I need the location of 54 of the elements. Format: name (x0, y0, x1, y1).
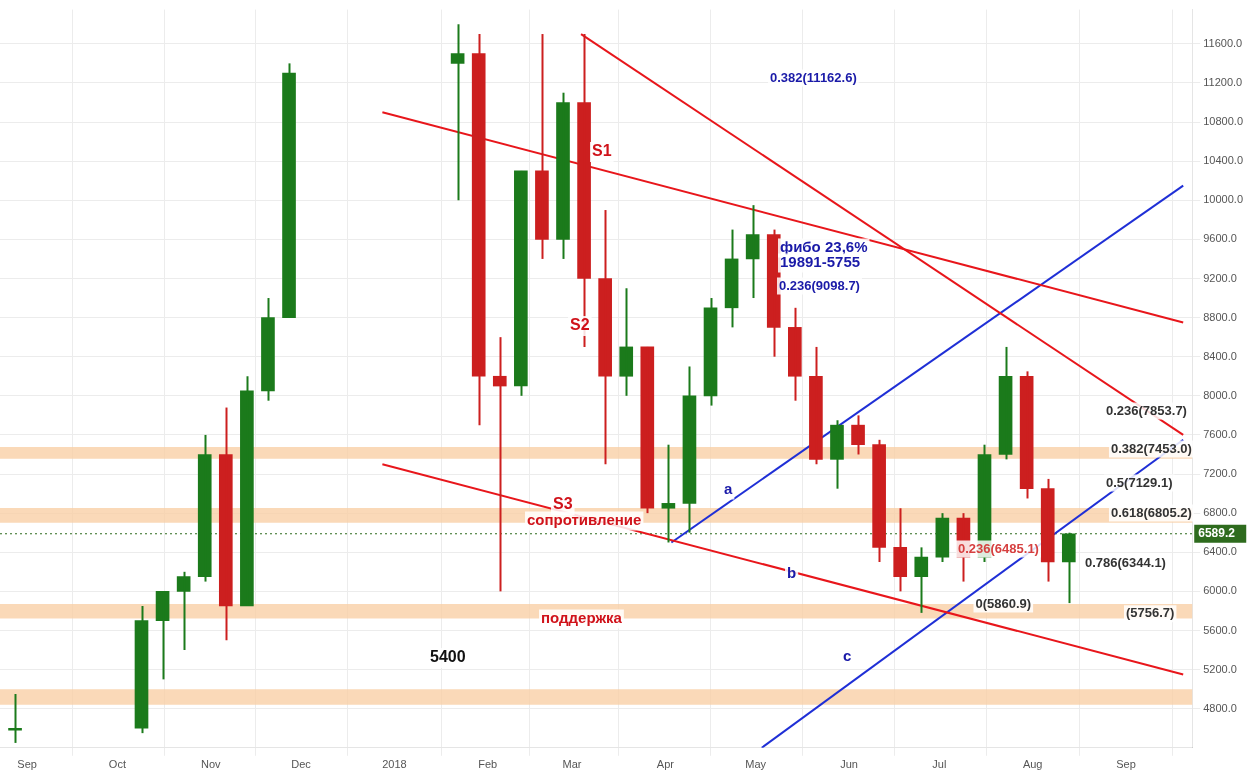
x-tick-label: Mar (562, 758, 582, 771)
ref-line-label: 6589.2 (1198, 526, 1236, 541)
annotation: 19891-5755 (780, 253, 861, 271)
annotation: 0.236(9098.7) (779, 277, 860, 293)
y-tick-label: 9600.0 (1203, 232, 1237, 245)
y-tick-label: 6000.0 (1203, 584, 1237, 597)
x-tick-label: Nov (200, 758, 222, 771)
x-tick-label: Jun (840, 758, 858, 771)
y-tick-label: 8400.0 (1203, 349, 1237, 362)
y-tick-label: 9200.0 (1203, 271, 1237, 284)
y-tick-label: 11200.0 (1203, 75, 1243, 88)
annotation: S3 (553, 495, 573, 513)
annotation: b (787, 564, 797, 582)
x-tick-label: Sep (1116, 758, 1136, 771)
x-tick-label: Aug (1022, 758, 1043, 771)
annotation: сопротивление (527, 511, 642, 529)
annotation: S1 (592, 142, 612, 160)
y-tick-label: 5600.0 (1203, 623, 1237, 636)
y-tick-label: 11600.0 (1203, 36, 1243, 49)
candlestick (8, 693, 22, 744)
y-tick-label: 5200.0 (1203, 662, 1237, 675)
y-tick-label: 7200.0 (1203, 467, 1237, 480)
y-tick-label: 8800.0 (1203, 310, 1237, 323)
x-tick-label: Feb (478, 758, 498, 771)
y-tick-label: 4800.0 (1203, 701, 1237, 714)
x-tick-label: Apr (656, 758, 675, 771)
annotation: 0.236(7853.7) (1106, 402, 1187, 418)
annotation: 0.5(7129.1) (1106, 474, 1173, 490)
y-tick-label: 10000.0 (1203, 193, 1243, 206)
x-tick-label: Dec (291, 758, 312, 771)
x-tick-label: Oct (108, 758, 126, 771)
annotation: S2 (570, 316, 590, 334)
annotation: c (843, 647, 852, 665)
annotation: 0(5860.9) (975, 595, 1032, 611)
annotation: 0.618(6805.2) (1110, 504, 1192, 520)
y-tick-label: 7600.0 (1203, 427, 1237, 440)
annotation: 0.236(6485.1) (958, 540, 1039, 556)
y-tick-label: 6400.0 (1203, 545, 1237, 558)
x-tick-label: Sep (17, 758, 37, 771)
y-tick-label: 10400.0 (1203, 154, 1243, 167)
annotation: 0.382(7453.0) (1110, 440, 1192, 456)
y-tick-label: 8000.0 (1203, 388, 1237, 401)
x-tick-label: 2018 (382, 758, 407, 771)
x-tick-label: Jul (932, 758, 947, 771)
annotation: фибо 23,6% (780, 238, 868, 256)
annotation: (5756.7) (1126, 605, 1175, 621)
annotation: 0.786(6344.1) (1085, 554, 1166, 570)
y-tick-label: 10800.0 (1203, 115, 1243, 128)
y-tick-label: 6800.0 (1203, 506, 1237, 519)
annotation: 0.382(11162.6) (770, 69, 857, 85)
annotation: поддержка (541, 609, 623, 627)
x-tick-label: May (745, 758, 767, 771)
annotation: a (724, 480, 733, 498)
annotation: 5400 (430, 648, 466, 666)
